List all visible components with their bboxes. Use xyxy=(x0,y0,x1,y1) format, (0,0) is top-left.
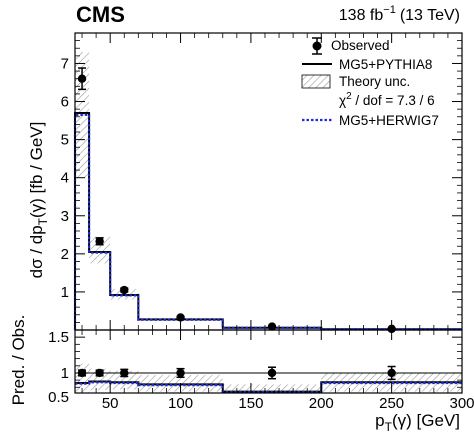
ratio-panel: 1 1.5 0.5 50 100 150 200 250 300 xyxy=(48,329,474,412)
legend-herwig-label: MG5+HERWIG7 xyxy=(339,113,439,128)
main-ytick-label: 3 xyxy=(61,208,69,225)
legend-theory: Theory unc. xyxy=(301,74,410,89)
main-ytick-label: 7 xyxy=(61,55,69,72)
experiment-label: CMS xyxy=(76,2,125,27)
ratio-xtick-label: 150 xyxy=(238,395,263,412)
ratio-observed-point xyxy=(120,368,129,378)
legend-herwig: MG5+HERWIG7 xyxy=(302,113,439,128)
legend-chi2: χ2 / dof = 7.3 / 6 xyxy=(339,91,435,108)
ratio-xtick-label: 300 xyxy=(449,395,474,412)
ratio-ytick-label: 1.5 xyxy=(48,329,69,346)
main-ytick-label: 6 xyxy=(61,94,69,111)
legend: Observed MG5+PYTHIA8 Theory unc. χ2 / do… xyxy=(301,37,439,128)
ratio-theory-band-bin xyxy=(110,370,139,390)
main-ytick-label: 1 xyxy=(61,284,69,301)
legend-pythia-label: MG5+PYTHIA8 xyxy=(339,57,432,72)
ratio-xtick-label: 100 xyxy=(168,395,193,412)
ratio-series-herwig xyxy=(75,381,462,394)
main-observed-point xyxy=(267,322,277,331)
main-observed-point xyxy=(120,285,129,295)
legend-theory-label: Theory unc. xyxy=(339,74,410,89)
ratio-observed-point xyxy=(267,368,277,378)
ratio-observed-point xyxy=(176,368,185,378)
ratio-ytick-label: 0.5 xyxy=(48,389,69,406)
main-theory-band-bin xyxy=(89,236,111,264)
ratio-theory-band-bin xyxy=(222,384,322,393)
ratio-xtick-label: 200 xyxy=(309,395,334,412)
main-ytick-label: 5 xyxy=(61,132,69,149)
ratio-theory-band-bin xyxy=(89,368,111,391)
ratio-xtick-label: 250 xyxy=(379,395,404,412)
ratio-ytick-label: 1 xyxy=(61,365,69,382)
main-ytick-label: 4 xyxy=(61,170,69,187)
main-ytick-label: 2 xyxy=(61,246,69,263)
ratio-y-axis-title: Pred. / Obs. xyxy=(9,315,28,406)
ratio-observed-point xyxy=(387,368,396,378)
legend-observed: Observed xyxy=(312,37,390,55)
main-observed-point xyxy=(176,313,185,322)
legend-observed-label: Observed xyxy=(331,38,390,53)
main-observed-point xyxy=(77,74,87,83)
legend-pythia: MG5+PYTHIA8 xyxy=(302,57,432,72)
ratio-frame xyxy=(74,329,463,394)
ratio-observed-point xyxy=(95,368,104,378)
y-axis-title: dσ / dpT(γ) [fb / GeV] xyxy=(27,122,50,279)
main-observed-point xyxy=(95,237,104,246)
ratio-xtick-label: 50 xyxy=(102,395,119,412)
luminosity-label: 138 fb−1 (13 TeV) xyxy=(339,4,460,24)
x-axis-title: pT(γ) [GeV] xyxy=(375,411,460,433)
main-panel: 1 2 3 4 5 6 7 xyxy=(61,32,463,334)
